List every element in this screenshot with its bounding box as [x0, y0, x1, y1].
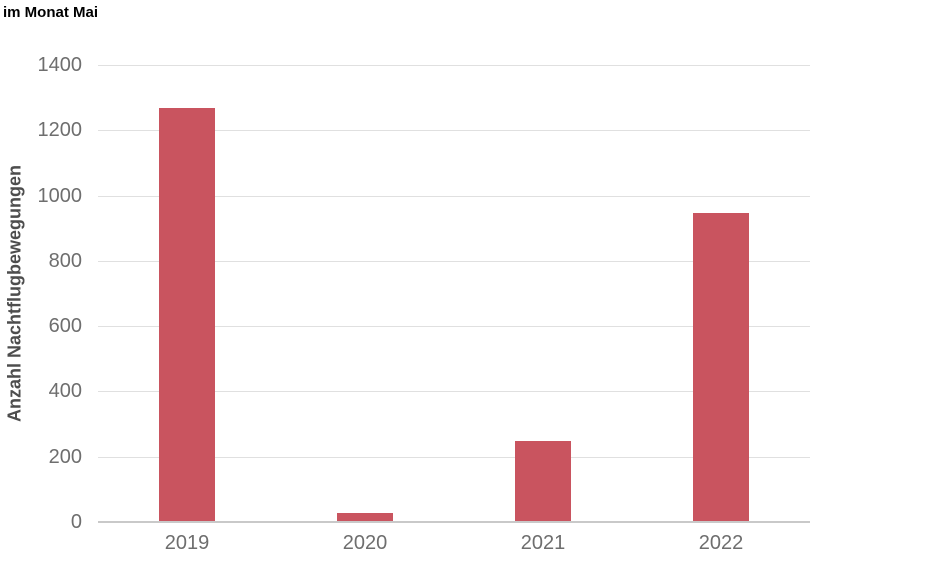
y-tick-label-1400: 1400: [37, 54, 83, 76]
x-tick-label-2020: 2020: [342, 532, 388, 554]
gridline-1000: [98, 196, 810, 197]
y-tick-label-1000: 1000: [37, 185, 83, 207]
chart-title: im Monat Mai: [3, 4, 99, 21]
x-tick-label-2022: 2022: [698, 532, 744, 554]
gridline-200: [98, 457, 810, 458]
gridline-800: [98, 261, 810, 262]
gridline-600: [98, 326, 810, 327]
x-axis-baseline: [98, 521, 810, 523]
bar-2019: [159, 108, 215, 521]
y-tick-label-1200: 1200: [37, 119, 83, 141]
y-tick-label-400: 400: [48, 380, 82, 402]
gridline-400: [98, 391, 810, 392]
bar-2021: [515, 441, 571, 521]
bar-2022: [693, 213, 749, 521]
bar-2020: [337, 513, 393, 521]
x-tick-label-2021: 2021: [520, 532, 566, 554]
x-tick-label-2019: 2019: [164, 532, 210, 554]
gridline-1400: [98, 65, 810, 66]
y-tick-label-0: 0: [70, 511, 82, 533]
y-tick-label-800: 800: [48, 250, 82, 272]
y-tick-label-600: 600: [48, 315, 82, 337]
gridline-1200: [98, 130, 810, 131]
y-tick-label-200: 200: [48, 446, 82, 468]
